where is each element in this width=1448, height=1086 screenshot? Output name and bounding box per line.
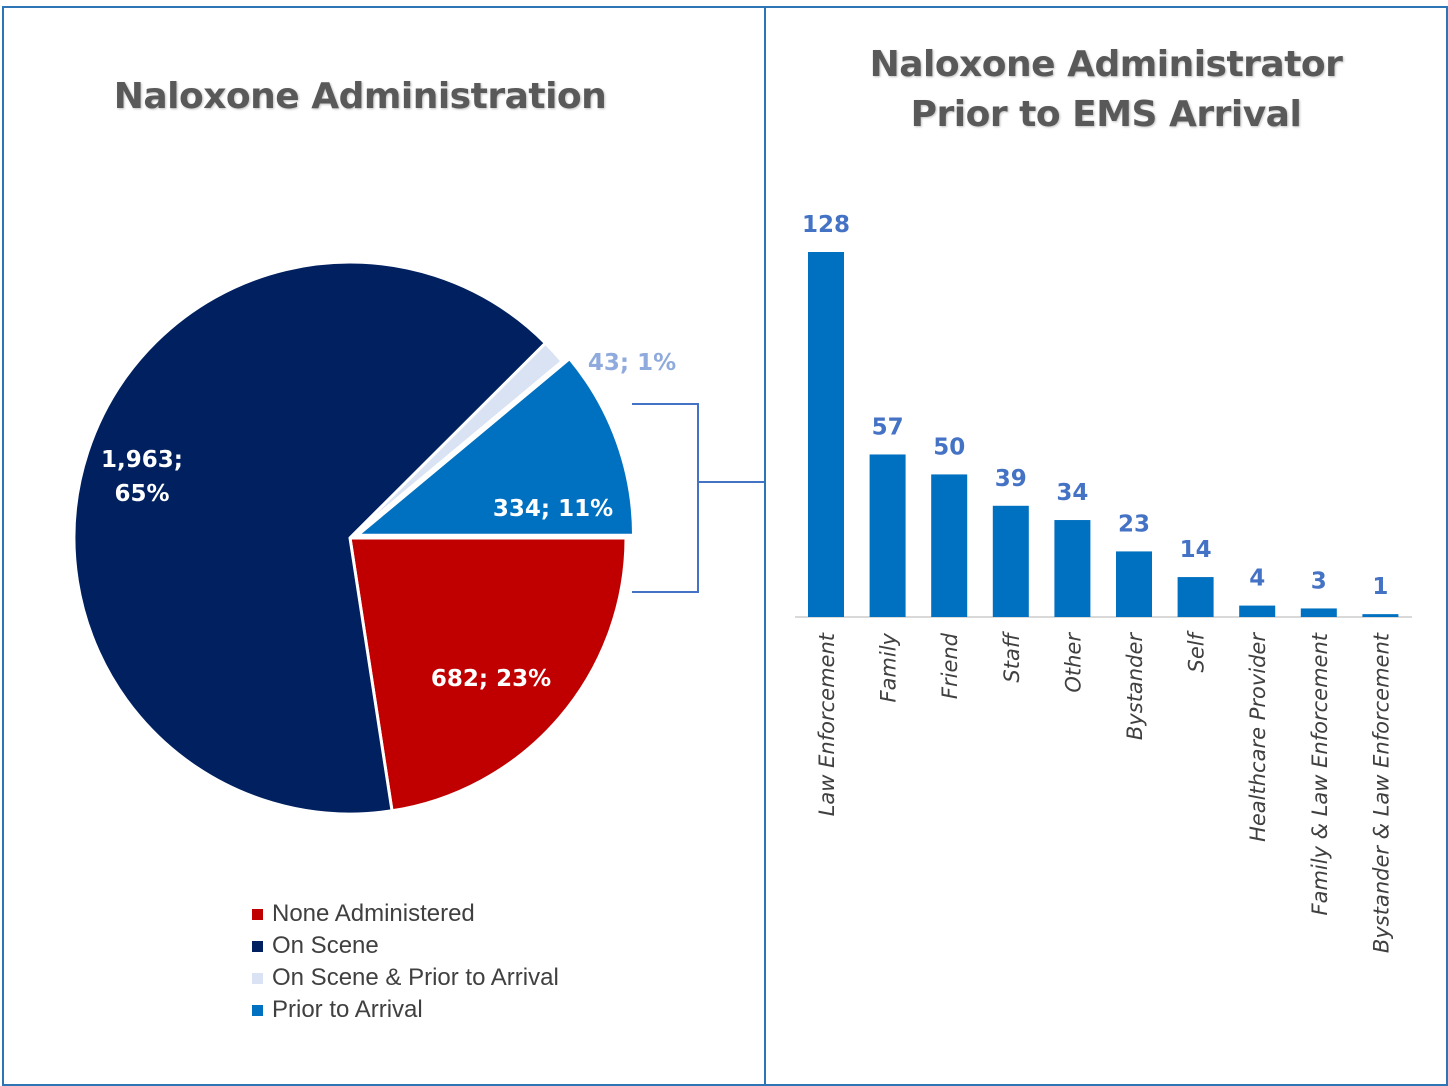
legend-swatch [252, 972, 263, 984]
bar-friend [931, 474, 968, 617]
connector-bracket [632, 403, 764, 593]
pie-slice-none-administered [348, 536, 628, 813]
bar-value-label: 57 [872, 414, 904, 440]
bar-category-label: Law Enforcement [815, 632, 839, 816]
bar-value-label: 14 [1180, 537, 1212, 563]
bar-chart-title-line: Prior to EMS Arrival [910, 94, 1302, 135]
bar-value-label: 34 [1056, 480, 1088, 506]
pie-data-label: 682; 23% [431, 666, 551, 692]
legend-label: Prior to Arrival [272, 996, 423, 1023]
bar-category-label: Healthcare Provider [1246, 632, 1270, 842]
bar-value-label: 3 [1311, 568, 1327, 594]
pie-data-label: 43; 1% [588, 350, 676, 376]
bar-category-label: Bystander & Law Enforcement [1369, 632, 1393, 953]
pie-slice-prior-to-arrival [353, 356, 636, 537]
bar-healthcare-provider [1239, 605, 1276, 617]
bar-category-label: Family [877, 632, 901, 702]
legend-swatch [252, 940, 263, 952]
legend-item-on-scene-prior-to-arrival: On Scene & Prior to Arrival [252, 962, 559, 994]
legend-item-none-administered: None Administered [252, 898, 559, 930]
bar-bystander [1116, 551, 1152, 617]
bar-other [1054, 520, 1091, 617]
legend-item-on-scene: On Scene [252, 930, 559, 962]
pie-data-label: 334; 11% [493, 496, 613, 522]
bar-family-law-enforcement [1300, 608, 1337, 617]
legend-label: On Scene & Prior to Arrival [272, 964, 559, 991]
bar-family [869, 454, 906, 617]
bar-value-label: 4 [1249, 566, 1265, 592]
bar-bystander-law-enforcement [1362, 614, 1399, 617]
bar-category-label: Staff [1000, 630, 1024, 682]
pie-slice-on-scene [72, 260, 548, 816]
bar-value-label: 39 [995, 466, 1027, 492]
bar-category-label: Other [1061, 632, 1085, 693]
legend-label: None Administered [272, 900, 475, 927]
bar-self [1177, 577, 1214, 617]
bar-chart-title-line: Naloxone Administrator [869, 44, 1343, 85]
bar-category-label: Self [1185, 629, 1209, 672]
bar-value-label: 1 [1372, 574, 1388, 600]
bar-value-label: 128 [802, 212, 850, 238]
bar-category-label: Bystander [1123, 632, 1147, 740]
bar-value-label: 50 [933, 434, 965, 460]
bar-value-label: 23 [1118, 511, 1150, 537]
bar-category-label: Family & Law Enforcement [1308, 632, 1332, 915]
bar-law-enforcement [808, 252, 844, 617]
legend-swatch [252, 908, 263, 920]
pie-slice-on-scene-prior-to-arrival [348, 341, 565, 540]
bar-category-label: Friend [938, 632, 962, 699]
pie-chart-title: Naloxone Administration [113, 76, 607, 117]
pie-data-label: 1,963; 65% [101, 447, 183, 507]
legend-label: On Scene [272, 932, 379, 959]
legend-swatch [252, 1004, 263, 1016]
bar-chart-title: Naloxone Administrator Prior to EMS Arri… [764, 40, 1448, 140]
bar-staff [992, 505, 1029, 617]
legend-item-prior-to-arrival: Prior to Arrival [252, 994, 559, 1026]
pie-legend: None Administered On Scene On Scene & Prio… [252, 898, 559, 1026]
